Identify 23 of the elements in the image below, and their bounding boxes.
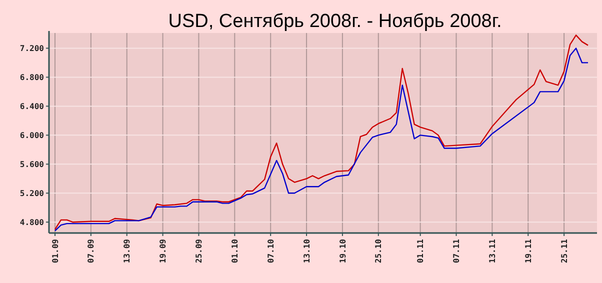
x-tick-label: 01.10 (230, 238, 240, 264)
x-tick-label: 07.10 (266, 238, 276, 264)
x-tick-label: 13.11 (488, 238, 497, 264)
y-tick-label: 4.800 (20, 218, 44, 227)
x-tick-label: 19.09 (158, 238, 168, 264)
x-tick-label: 19.11 (524, 238, 533, 264)
x-tick-label: 07.11 (452, 238, 462, 264)
x-tick-label: 19.10 (338, 238, 348, 264)
x-tick-label: 13.09 (122, 238, 132, 264)
x-tick-label: 25.09 (194, 238, 204, 264)
x-tick-label: 01.11 (416, 238, 426, 264)
y-tick-label: 7.200 (20, 44, 44, 54)
y-tick-label: 6.000 (20, 130, 44, 140)
x-tick-label: 01.09 (50, 238, 60, 264)
y-tick-label: 6.400 (20, 102, 44, 111)
x-tick-label: 25.10 (374, 238, 384, 264)
chart-title: USD, Сентябрь 2008г. - Ноябрь 2008г. (168, 11, 502, 32)
x-tick-label: 07.09 (86, 238, 96, 264)
x-tick-label: 25.11 (560, 238, 569, 264)
y-tick-label: 5.200 (20, 188, 44, 198)
y-tick-label: 6.800 (20, 73, 44, 82)
x-tick-label: 13.10 (302, 238, 312, 264)
y-tick-label: 5.600 (20, 160, 44, 169)
